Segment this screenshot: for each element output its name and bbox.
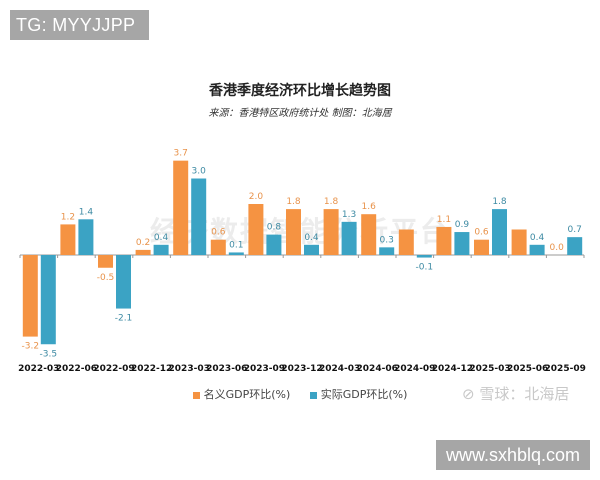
bar-real bbox=[191, 178, 207, 255]
bar-nominal bbox=[60, 224, 76, 255]
data-label-real: 1.3 bbox=[342, 210, 356, 220]
data-label-nominal: 0.6 bbox=[211, 228, 226, 238]
legend-item-real: 实际GDP环比(%) bbox=[309, 386, 408, 402]
x-axis-category-label: 2023-03 bbox=[169, 364, 210, 374]
bar-real bbox=[40, 255, 56, 345]
legend-item-nominal: 名义GDP环比(%) bbox=[192, 386, 291, 402]
bar-nominal bbox=[323, 209, 339, 255]
chart-title: 香港季度经济环比增长趋势图 bbox=[209, 83, 391, 99]
bar-nominal bbox=[98, 255, 113, 268]
x-axis-category-label: 2022-12 bbox=[131, 364, 172, 374]
data-label-nominal: 1.8 bbox=[286, 197, 301, 207]
xueqiu-logo-icon: ⊘ bbox=[462, 385, 480, 403]
x-axis-category-label: 2024-03 bbox=[319, 364, 360, 374]
data-label-real: 0.8 bbox=[267, 223, 282, 233]
bar-real bbox=[416, 255, 432, 258]
x-axis-category-label: 2023-12 bbox=[281, 364, 322, 374]
chart-subtitle: 来源：香港特区政府统计处 制图：北海居 bbox=[208, 108, 392, 119]
bar-nominal bbox=[135, 249, 151, 255]
x-axis-category-label: 2023-09 bbox=[244, 364, 285, 374]
x-axis-category-label: 2024-06 bbox=[357, 364, 398, 374]
bar-real bbox=[454, 232, 470, 255]
bar-nominal bbox=[286, 209, 301, 255]
x-axis-category-label: 2025-09 bbox=[545, 364, 586, 374]
bar-real bbox=[529, 244, 545, 255]
data-label-real: 0.4 bbox=[154, 233, 169, 243]
legend-swatch-real-icon bbox=[309, 391, 317, 399]
bar-real bbox=[228, 252, 244, 255]
data-label-real: 0.4 bbox=[304, 233, 319, 243]
telegram-tag-badge: TG: MYYJJPP bbox=[10, 10, 149, 40]
data-label-real: 0.9 bbox=[455, 220, 470, 230]
bar-nominal bbox=[511, 229, 527, 255]
data-label-nominal: 1.1 bbox=[437, 215, 451, 225]
data-label-real: 1.8 bbox=[492, 197, 507, 207]
data-label-real: 1.4 bbox=[79, 207, 94, 217]
website-url-badge: www.sxhblq.com bbox=[436, 440, 590, 470]
data-label-real: -2.1 bbox=[115, 314, 133, 324]
data-label-nominal: 0.6 bbox=[474, 228, 489, 238]
bar-nominal bbox=[173, 160, 189, 255]
data-label-real: 0.1 bbox=[229, 240, 243, 250]
bar-real bbox=[379, 247, 395, 255]
data-label-nominal: 1.2 bbox=[61, 212, 75, 222]
data-label-nominal: -3.2 bbox=[22, 342, 40, 352]
bar-nominal bbox=[22, 255, 38, 337]
data-label-nominal: 0.0 bbox=[550, 243, 565, 253]
data-label-nominal: 1.6 bbox=[362, 202, 377, 212]
data-label-real: 0.3 bbox=[380, 235, 394, 245]
x-axis-category-label: 2024-12 bbox=[432, 364, 473, 374]
x-axis-category-label: 2025-03 bbox=[469, 364, 510, 374]
bar-real bbox=[78, 219, 94, 255]
data-label-real: 3.0 bbox=[192, 167, 207, 177]
legend-label-real: 实际GDP环比(%) bbox=[320, 388, 408, 401]
data-label-nominal: -0.5 bbox=[97, 273, 115, 283]
data-label-real: 0.4 bbox=[530, 233, 545, 243]
bar-nominal bbox=[474, 239, 489, 255]
bar-real bbox=[304, 244, 319, 255]
data-label-nominal: 3.7 bbox=[174, 149, 188, 159]
chart-legend: 名义GDP环比(%) 实际GDP环比(%) bbox=[0, 386, 600, 402]
xueqiu-watermark-text: 雪球：北海居 bbox=[479, 385, 570, 403]
data-label-real: -3.5 bbox=[40, 349, 58, 359]
legend-label-nominal: 名义GDP环比(%) bbox=[203, 388, 291, 401]
bar-real bbox=[567, 237, 583, 255]
xueqiu-watermark: ⊘ 雪球：北海居 bbox=[462, 383, 569, 404]
bar-nominal bbox=[398, 229, 414, 255]
x-axis-category-label: 2024-09 bbox=[394, 364, 435, 374]
data-label-nominal: 1.8 bbox=[324, 197, 339, 207]
data-label-nominal: 2.0 bbox=[249, 192, 264, 202]
bar-real bbox=[492, 209, 507, 255]
bar-real bbox=[341, 221, 357, 255]
bar-nominal bbox=[361, 214, 377, 255]
bar-nominal bbox=[436, 226, 452, 255]
legend-swatch-nominal-icon bbox=[192, 391, 200, 399]
x-axis-category-label: 2025-06 bbox=[507, 364, 548, 374]
bar-nominal bbox=[210, 239, 226, 255]
x-axis-category-label: 2022-03 bbox=[18, 364, 59, 374]
data-label-nominal: 0.2 bbox=[136, 238, 150, 248]
bar-real bbox=[116, 255, 131, 309]
x-axis-category-label: 2023-06 bbox=[206, 364, 247, 374]
data-label-real: 0.7 bbox=[568, 225, 582, 235]
bar-nominal bbox=[248, 204, 264, 255]
bar-real bbox=[153, 244, 169, 255]
x-axis-category-label: 2022-06 bbox=[56, 364, 97, 374]
x-axis-category-label: 2022-09 bbox=[93, 364, 134, 374]
bar-real bbox=[266, 234, 282, 255]
data-label-real: -0.1 bbox=[416, 263, 434, 273]
